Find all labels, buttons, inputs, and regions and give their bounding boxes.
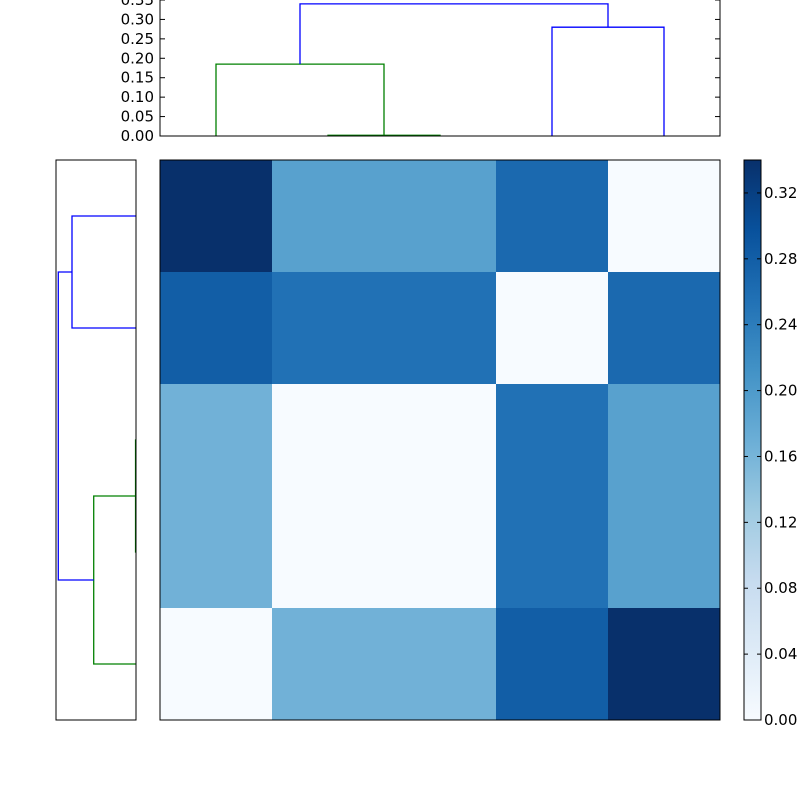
heatmap-cell — [272, 608, 497, 721]
top-dendrogram-tick-label: 0.30 — [121, 10, 154, 28]
top-dendrogram-tick-label: 0.35 — [121, 0, 154, 9]
top-dendrogram-tick-label: 0.10 — [121, 88, 154, 106]
heatmap-cell — [496, 608, 609, 721]
heatmap-cell — [160, 384, 273, 609]
heatmap-cell — [272, 160, 497, 273]
heatmap-cell — [608, 384, 721, 609]
heatmap-cell — [496, 160, 609, 273]
top-dendrogram-tick-label: 0.25 — [121, 30, 154, 48]
top-dendrogram-tick-label: 0.20 — [121, 49, 154, 67]
top-dendrogram-tick-label: 0.15 — [121, 69, 154, 87]
heatmap-cell — [160, 160, 273, 273]
heatmap-cell — [608, 272, 721, 385]
heatmap-cell — [272, 272, 497, 385]
heatmap-cell — [496, 272, 609, 385]
colorbar-tick-label: 0.00 — [764, 711, 797, 729]
left-dendrogram-frame — [55, 159, 137, 721]
heatmap-cell — [272, 384, 497, 609]
colorbar: 0.00 0.04 0.08 0.12 0.16 0.20 0.24 0.28 0.32 — [743, 159, 797, 729]
top-dendrogram-tick-label: 0.00 — [121, 127, 154, 145]
heatmap-cell — [608, 160, 721, 273]
top-dendrogram-tick-label: 0.05 — [121, 108, 154, 126]
colorbar-tick-label: 0.04 — [764, 645, 797, 663]
colorbar-tick-label: 0.20 — [764, 382, 797, 400]
colorbar-tick-label: 0.24 — [764, 316, 797, 334]
colorbar-tick-label: 0.16 — [764, 447, 797, 465]
colorbar-frame — [743, 159, 762, 721]
heatmap-cell — [496, 384, 609, 609]
top-dendrogram: 0.000.05 0.100.15 0.200.25 0.300.35 — [121, 0, 721, 145]
top-dendrogram-link — [215, 63, 385, 136]
heatmap — [159, 159, 721, 721]
top-dendrogram-frame — [159, 0, 721, 137]
left-dendrogram-link — [57, 271, 94, 581]
top-dendrogram-link — [551, 26, 665, 136]
left-dendrogram — [55, 159, 137, 721]
colorbar-tick-label: 0.08 — [764, 579, 797, 597]
colorbar-tick-label: 0.28 — [764, 250, 797, 268]
heatmap-cell — [160, 608, 273, 721]
heatmap-cell — [160, 272, 273, 385]
heatmap-cell — [608, 608, 721, 721]
colorbar-fill — [744, 160, 761, 720]
top-dendrogram-link — [299, 3, 609, 65]
left-dendrogram-link — [93, 495, 136, 665]
heatmap-frame — [159, 159, 721, 721]
left-dendrogram-link — [71, 215, 136, 329]
colorbar-tick-label: 0.32 — [764, 184, 797, 202]
colorbar-tick-label: 0.12 — [764, 513, 797, 531]
